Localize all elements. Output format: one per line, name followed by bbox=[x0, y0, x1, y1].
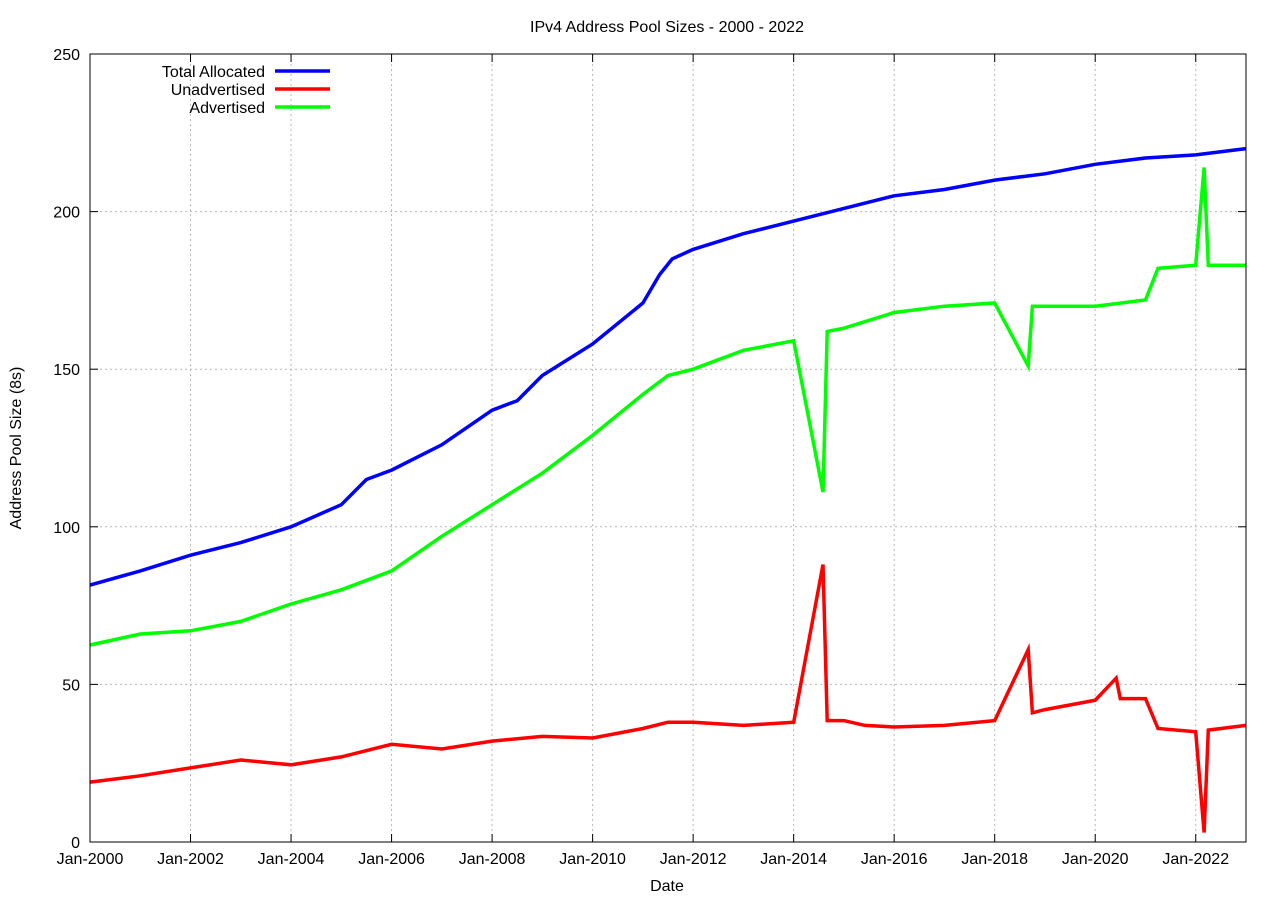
x-tick-label: Jan-2006 bbox=[358, 851, 425, 868]
x-tick-label: Jan-2002 bbox=[157, 851, 224, 868]
series-line-total-allocated bbox=[89, 146, 1247, 587]
x-tick-label: Jan-2012 bbox=[660, 851, 727, 868]
x-tick-label: Jan-2004 bbox=[258, 851, 325, 868]
series-line-advertised bbox=[89, 167, 1246, 647]
legend-label: Advertised bbox=[189, 100, 265, 117]
y-tick-label: 50 bbox=[62, 677, 80, 694]
x-tick-label: Jan-2008 bbox=[459, 851, 526, 868]
x-tick-label: Jan-2016 bbox=[861, 851, 928, 868]
x-axis-label: Date bbox=[650, 878, 684, 895]
y-tick-label: 200 bbox=[53, 205, 80, 222]
x-tick-label: Jan-2018 bbox=[961, 851, 1028, 868]
series-line-unadvertised bbox=[89, 564, 1247, 833]
x-tick-label: Jan-2010 bbox=[559, 851, 626, 868]
series-lines bbox=[89, 146, 1247, 833]
y-axis-label: Address Pool Size (8s) bbox=[8, 367, 25, 530]
y-tick-label: 150 bbox=[53, 362, 80, 379]
x-tick-label: Jan-2022 bbox=[1162, 851, 1229, 868]
x-tick-label: Jan-2020 bbox=[1062, 851, 1129, 868]
legend-label: Total Allocated bbox=[162, 64, 265, 81]
x-tick-label: Jan-2000 bbox=[57, 851, 124, 868]
grid-lines bbox=[90, 54, 1246, 842]
axes: 0 50 100 150 200 250 Jan-2000 Jan-2002 Jan-2004 J… bbox=[53, 47, 1246, 868]
plot-frame bbox=[89, 53, 1247, 843]
x-tick-label: Jan-2014 bbox=[760, 851, 827, 868]
chart-title: IPv4 Address Pool Sizes - 2000 - 2022 bbox=[530, 19, 804, 36]
y-tick-label: 0 bbox=[71, 835, 80, 852]
y-tick-label: 100 bbox=[53, 520, 80, 537]
y-tick-label: 250 bbox=[53, 47, 80, 64]
legend-label: Unadvertised bbox=[171, 82, 265, 99]
